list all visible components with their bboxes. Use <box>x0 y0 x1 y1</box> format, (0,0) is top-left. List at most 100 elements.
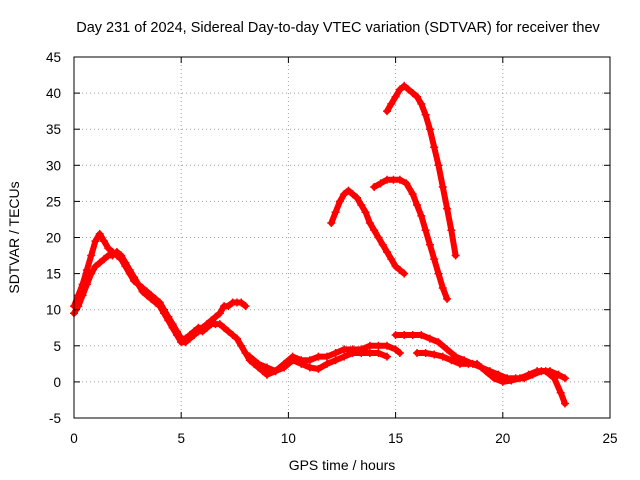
data-point <box>434 269 443 278</box>
data-point <box>91 262 100 271</box>
data-point <box>430 143 439 152</box>
data-point <box>378 240 387 249</box>
y-tick-label: 30 <box>46 158 61 173</box>
data-point <box>421 349 430 358</box>
x-tick-label: 25 <box>602 431 617 446</box>
data-point <box>262 370 271 379</box>
x-tick-label: 15 <box>388 431 403 446</box>
data-point <box>220 323 229 332</box>
data-point <box>370 182 379 191</box>
data-point <box>237 341 246 350</box>
data-point <box>104 244 113 253</box>
data-point <box>374 349 383 358</box>
data-point <box>155 302 164 311</box>
data-point <box>383 247 392 256</box>
data-point <box>305 363 314 372</box>
data-point <box>314 364 323 373</box>
data-point <box>417 99 426 108</box>
data-point <box>160 309 169 318</box>
data-point <box>443 294 452 303</box>
data-point <box>340 190 349 199</box>
data-point <box>400 330 409 339</box>
data-point <box>560 399 569 408</box>
data-point <box>438 352 447 361</box>
y-tick-label: 10 <box>46 303 61 318</box>
data-point <box>455 359 464 368</box>
data-point <box>365 349 374 358</box>
data-point <box>112 247 121 256</box>
data-point <box>404 85 413 94</box>
data-point <box>142 291 151 300</box>
series-arc-2 <box>70 247 271 379</box>
data-point <box>387 255 396 264</box>
data-point <box>400 269 409 278</box>
data-point <box>365 341 374 350</box>
series-arc-5 <box>391 330 569 383</box>
data-point <box>425 334 434 343</box>
data-point <box>515 374 524 383</box>
data-point <box>232 334 241 343</box>
data-point <box>224 302 233 311</box>
data-point <box>481 367 490 376</box>
data-point <box>533 367 542 376</box>
data-point <box>314 352 323 361</box>
data-point <box>361 208 370 217</box>
data-point <box>117 251 126 260</box>
data-point <box>554 370 563 379</box>
data-point <box>353 193 362 202</box>
data-point <box>374 233 383 242</box>
data-point <box>91 237 100 246</box>
data-point <box>305 356 314 365</box>
data-point <box>168 323 177 332</box>
data-point <box>297 359 306 368</box>
series-line <box>71 248 270 378</box>
data-point <box>395 349 404 358</box>
data-point <box>451 251 460 260</box>
data-point <box>78 291 87 300</box>
data-point <box>262 363 271 372</box>
data-point <box>185 334 194 343</box>
data-point <box>443 204 452 213</box>
data-point <box>237 298 246 307</box>
data-point <box>108 251 117 260</box>
x-tick-label: 5 <box>177 431 185 446</box>
data-point <box>395 265 404 274</box>
y-tick-label: 15 <box>46 267 61 282</box>
data-point <box>391 345 400 354</box>
data-point <box>395 175 404 184</box>
data-point <box>74 302 83 311</box>
y-axis-label: SDTVAR / TECUs <box>6 181 22 293</box>
data-point <box>82 265 91 274</box>
data-point <box>172 330 181 339</box>
data-point <box>395 85 404 94</box>
data-point <box>374 341 383 350</box>
data-point <box>241 302 250 311</box>
data-point <box>391 330 400 339</box>
data-point <box>224 327 233 336</box>
data-point <box>507 376 516 385</box>
data-point <box>408 330 417 339</box>
series-arc-3 <box>245 341 404 376</box>
data-point <box>408 89 417 98</box>
data-point <box>438 284 447 293</box>
data-point <box>376 179 385 188</box>
series-arc-4 <box>262 349 392 379</box>
data-point <box>245 352 254 361</box>
data-point <box>125 265 134 274</box>
data-point <box>280 363 289 372</box>
data-point <box>421 226 430 235</box>
data-point <box>198 327 207 336</box>
plot-area <box>70 81 569 408</box>
y-tick-label: 5 <box>53 339 61 354</box>
data-point <box>443 345 452 354</box>
data-point <box>340 352 349 361</box>
data-point <box>82 280 91 289</box>
data-point <box>438 182 447 191</box>
data-point <box>181 338 190 347</box>
data-point <box>357 201 366 210</box>
x-tick-label: 0 <box>70 431 78 446</box>
data-point <box>430 350 439 359</box>
x-axis-label: GPS time / hours <box>289 457 396 473</box>
data-point <box>402 179 411 188</box>
